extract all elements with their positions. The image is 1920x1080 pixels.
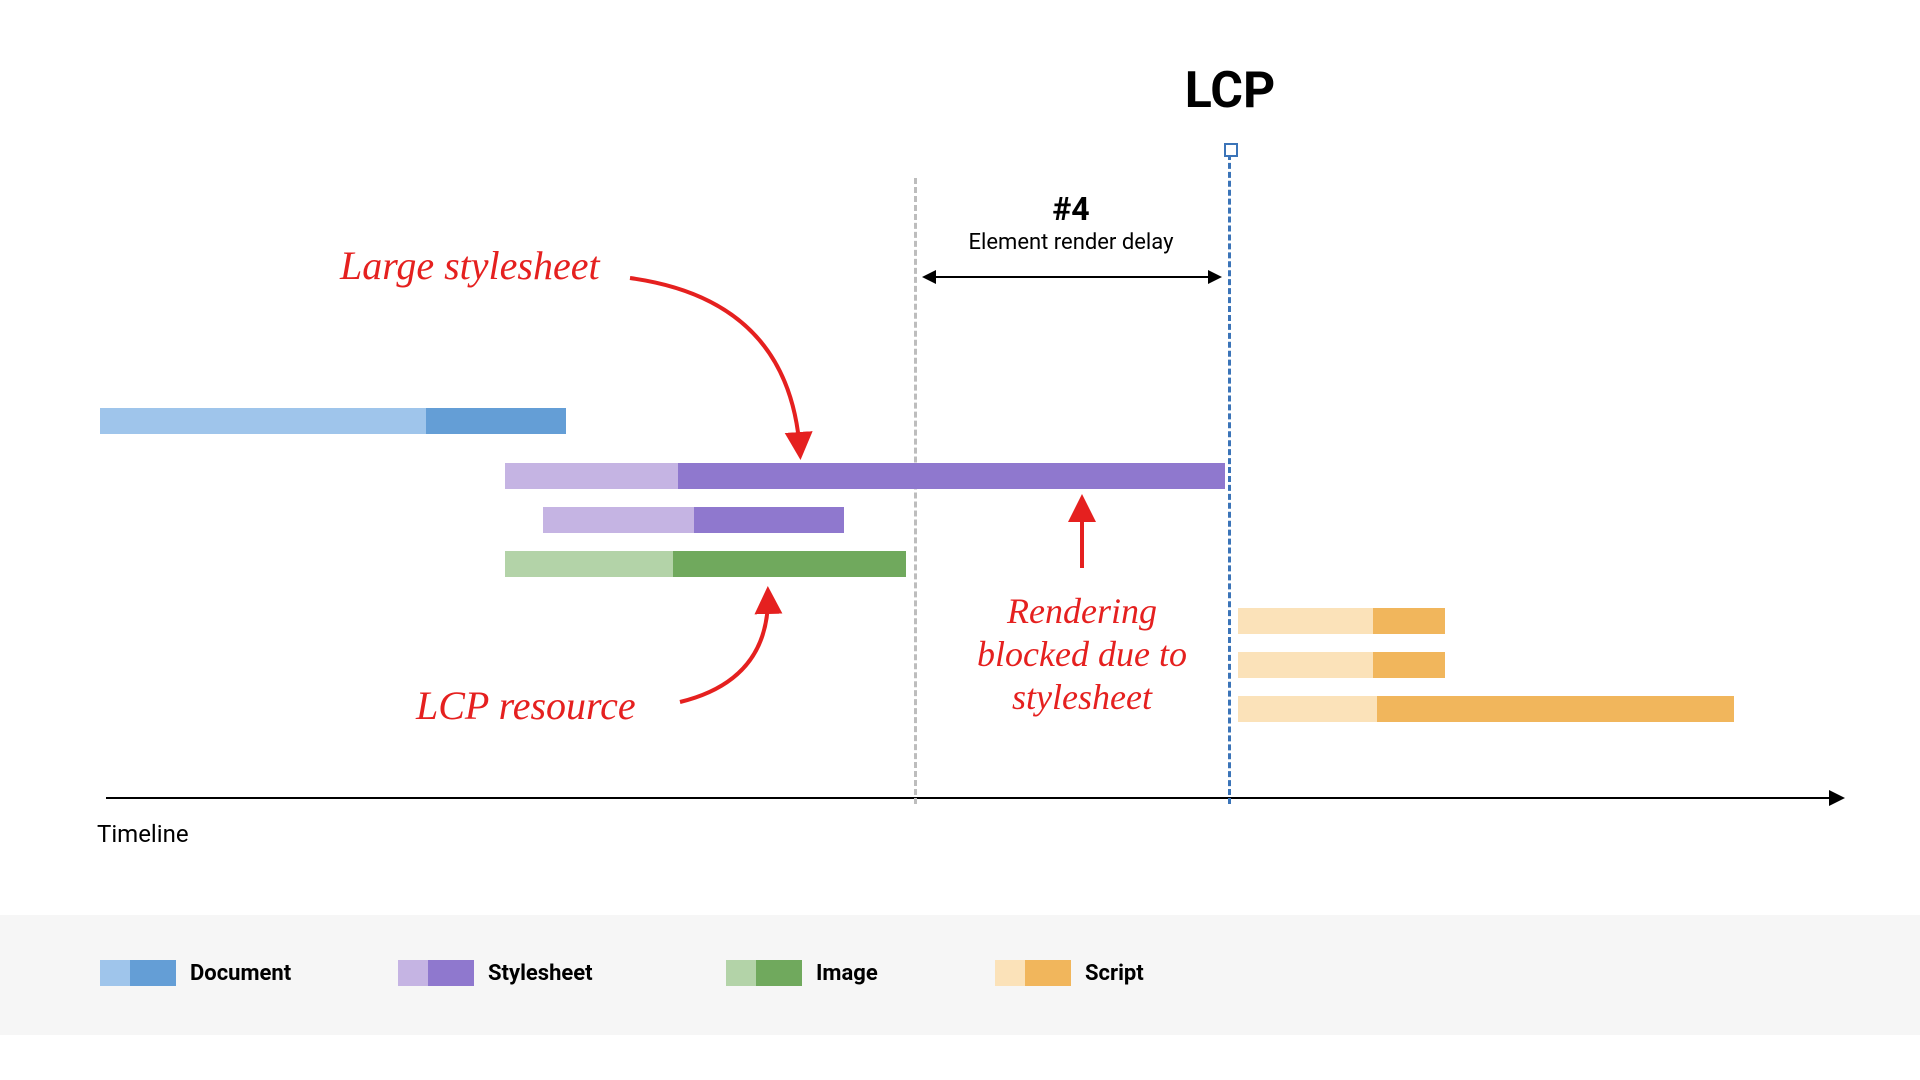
bar-script-1 xyxy=(1238,608,1445,634)
bar-script-3 xyxy=(1238,696,1734,722)
bar-script-2 xyxy=(1238,652,1445,678)
bar-document xyxy=(100,408,566,434)
legend-item-document: Document xyxy=(100,960,291,986)
bar-image xyxy=(505,551,906,577)
annotation-lcp-resource: LCP resource xyxy=(416,682,636,730)
legend-item-stylesheet: Stylesheet xyxy=(398,960,593,986)
bar-stylesheet-1 xyxy=(505,463,1225,489)
lcp-title: LCP xyxy=(1130,62,1330,120)
annotation-large-stylesheet: Large stylesheet xyxy=(340,242,600,290)
phase-label: #4Element render delay xyxy=(891,190,1251,255)
annotation-rendering-blocked: Renderingblocked due tostylesheet xyxy=(922,590,1242,720)
bar-stylesheet-2 xyxy=(543,507,844,533)
legend-item-script: Script xyxy=(995,960,1144,986)
legend-item-image: Image xyxy=(726,960,878,986)
lcp-waterfall-diagram: TimelineLCP#4Element render delayLarge s… xyxy=(0,0,1920,1080)
